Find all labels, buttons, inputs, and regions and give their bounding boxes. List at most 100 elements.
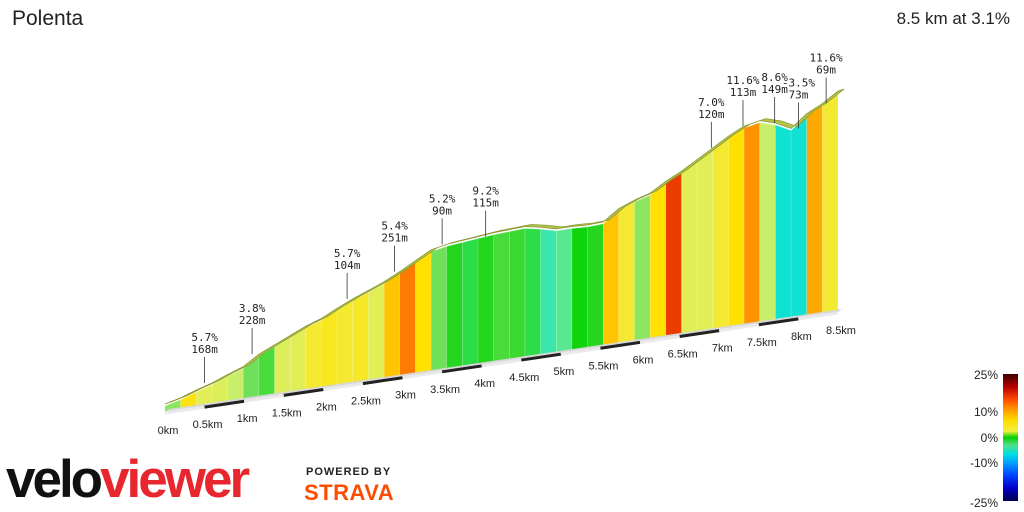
distance-scale-bar	[204, 399, 245, 409]
x-tick-label: 2.5km	[351, 396, 381, 408]
gradient-slice	[509, 228, 526, 362]
gradient-slice	[759, 122, 776, 324]
strava-logo[interactable]: STRAVA	[304, 480, 395, 505]
x-tick-label: 7km	[712, 343, 733, 355]
gradient-slice	[352, 291, 369, 385]
gradient-slice	[321, 309, 338, 390]
distance-scale-bar	[560, 346, 601, 356]
annotation-length: 73m	[788, 88, 808, 101]
gradient-slice	[775, 124, 792, 322]
distance-scale-bar	[679, 329, 720, 339]
gradient-slice	[649, 182, 667, 341]
gradient-slice	[399, 262, 416, 378]
annotation-length: 69m	[816, 64, 836, 77]
annotation-grade: 11.6%	[810, 52, 843, 65]
distance-scale-bar	[719, 323, 760, 333]
gradient-slice	[493, 231, 510, 364]
annotation-grade: 11.6%	[726, 74, 759, 87]
annotation-grade: 5.7%	[191, 331, 218, 344]
veloviewer-logo[interactable]: veloviewer	[6, 450, 250, 509]
annotation-length: 113m	[730, 86, 757, 99]
annotation-grade: 5.7%	[334, 247, 361, 260]
distance-scale-bar	[521, 352, 562, 362]
x-tick-label: 8km	[791, 331, 812, 343]
annotation-grade: 9.2%	[472, 185, 499, 198]
annotation-grade: 3.8%	[239, 302, 266, 315]
annotation-length: 168m	[191, 343, 218, 356]
gradient-slice	[681, 160, 698, 336]
x-tick-label: 5km	[553, 366, 574, 378]
annotation-length: 228m	[239, 314, 266, 327]
gradient-slice	[587, 223, 604, 350]
annotation-grade: 5.4%	[381, 220, 408, 233]
gradient-slice	[728, 127, 745, 329]
x-tick-label: 2km	[316, 401, 337, 413]
gradient-slice	[368, 283, 385, 383]
gradient-slice	[383, 273, 401, 380]
profile-base	[165, 309, 842, 412]
distance-scale-bar	[639, 335, 680, 344]
distance-scale-bar	[283, 387, 324, 397]
gradient-slice	[790, 114, 807, 320]
powered-by-label: POWERED BY	[306, 466, 392, 478]
x-tick-label: 0.5km	[193, 419, 223, 431]
x-tick-label: 8.5km	[826, 325, 856, 337]
annotation-grade: 5.2%	[429, 192, 456, 205]
gradient-slice	[289, 327, 307, 394]
x-tick-label: 7.5km	[747, 337, 777, 349]
gradient-legend: 25% 10% 0% -10% -25%	[962, 368, 1024, 512]
segment-title: Polenta	[12, 7, 84, 30]
x-tick-label: 6km	[633, 354, 654, 366]
gradient-slice	[696, 149, 714, 334]
distance-scale-bar	[323, 382, 364, 391]
distance-scale-bar	[362, 376, 403, 386]
gradient-slice	[555, 228, 573, 355]
gradient-slice	[446, 242, 463, 371]
distance-scale-bar	[441, 364, 482, 374]
x-tick-label: 3.5km	[430, 384, 460, 396]
gradient-slice	[540, 228, 557, 357]
annotation-grade: 8.6%	[761, 71, 788, 84]
gradient-slice	[415, 251, 432, 376]
annotation-grade: -3.5%	[782, 76, 815, 89]
annotation-length: 115m	[472, 197, 499, 210]
gradient-slice	[524, 228, 541, 359]
veloviewer-branding: veloviewer POWERED BY STRAVA	[6, 452, 446, 507]
gradient-color-scale	[1003, 374, 1018, 501]
annotation-grade: 7.0%	[698, 96, 725, 109]
segment-summary: 8.5 km at 3.1%	[896, 9, 1010, 28]
legend-tick-minus-25: -25%	[969, 496, 998, 510]
distance-scale-bar	[600, 340, 641, 350]
gradient-slice	[305, 319, 322, 392]
profile-top-surface	[164, 88, 845, 405]
gradient-slice	[602, 209, 620, 348]
annotation-length: 251m	[381, 232, 408, 245]
gradient-slice	[806, 104, 823, 317]
distance-scale-bar	[243, 393, 284, 403]
gradient-slice	[618, 201, 635, 345]
annotation-length: 120m	[698, 108, 725, 121]
x-tick-label: 0km	[158, 425, 179, 437]
distance-scale-bar	[798, 311, 839, 321]
gradient-slice	[634, 194, 651, 343]
legend-tick-minus-10: -10%	[969, 456, 998, 470]
gradient-slice	[430, 245, 448, 373]
gradient-slice	[822, 92, 839, 315]
legend-tick-0: 0%	[980, 431, 998, 445]
annotation-length: 90m	[432, 204, 452, 217]
distance-scale-bar	[164, 405, 205, 415]
gradient-slice	[336, 300, 354, 387]
annotation-length: 104m	[334, 259, 361, 272]
distance-scale-bar	[758, 317, 799, 327]
x-tick-label: 4.5km	[509, 372, 539, 384]
legend-tick-25: 25%	[973, 368, 998, 382]
distance-scale-bar	[402, 370, 443, 380]
gradient-slice	[743, 122, 761, 327]
gradient-slice	[477, 234, 494, 366]
distance-scale-bar	[481, 358, 522, 368]
x-tick-label: 3km	[395, 390, 416, 402]
gradient-slice	[571, 226, 588, 352]
gradient-slice	[462, 238, 479, 369]
legend-tick-10: 10%	[973, 405, 998, 419]
